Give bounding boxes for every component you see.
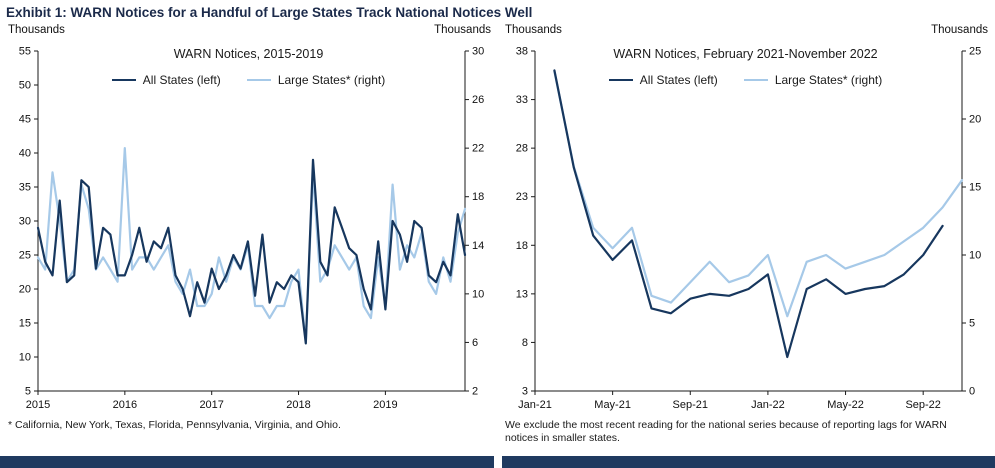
svg-text:23: 23 [516, 191, 528, 203]
svg-text:Jan-22: Jan-22 [751, 399, 785, 411]
chart-footnote: We exclude the most recent reading for t… [505, 419, 947, 445]
svg-text:25: 25 [969, 46, 981, 58]
svg-text:40: 40 [19, 148, 31, 160]
all-states-line-swatch [608, 79, 633, 81]
svg-text:May-21: May-21 [594, 399, 631, 411]
svg-text:26: 26 [472, 94, 484, 106]
svg-text:30: 30 [472, 46, 484, 58]
svg-text:25: 25 [19, 250, 31, 262]
legend-item-all-states: All States (left) [608, 73, 718, 87]
svg-text:55: 55 [19, 46, 31, 58]
svg-text:20: 20 [969, 114, 981, 126]
charts-row: Thousands Thousands WARN Notices, 2015-2… [0, 22, 995, 450]
chart-legend: All States (left) Large States* (right) [0, 73, 497, 87]
svg-text:2016: 2016 [113, 399, 137, 411]
chart-legend: All States (left) Large States* (right) [497, 73, 994, 87]
svg-text:13: 13 [516, 288, 528, 300]
svg-text:2015: 2015 [26, 399, 50, 411]
svg-text:5: 5 [969, 318, 975, 330]
right-axis-unit-label: Thousands [434, 24, 491, 36]
svg-text:15: 15 [19, 318, 31, 330]
svg-text:15: 15 [969, 182, 981, 194]
svg-text:6: 6 [472, 337, 478, 349]
legend-label-large-states: Large States* (right) [774, 73, 883, 87]
svg-text:14: 14 [472, 240, 484, 252]
svg-text:50: 50 [19, 80, 31, 92]
svg-text:0: 0 [969, 386, 975, 398]
chart-panel-2015-2019: Thousands Thousands WARN Notices, 2015-2… [0, 22, 497, 450]
svg-text:Sep-21: Sep-21 [673, 399, 708, 411]
chart-title: WARN Notices, February 2021-November 202… [613, 47, 878, 61]
svg-text:2018: 2018 [286, 399, 310, 411]
right-axis-unit-label: Thousands [931, 24, 988, 36]
svg-text:18: 18 [516, 240, 528, 252]
legend-label-large-states: Large States* (right) [277, 73, 386, 87]
svg-text:2: 2 [472, 386, 478, 398]
svg-text:2017: 2017 [199, 399, 223, 411]
svg-text:2019: 2019 [373, 399, 397, 411]
svg-text:Sep-22: Sep-22 [905, 399, 940, 411]
svg-text:20: 20 [19, 284, 31, 296]
svg-text:8: 8 [522, 337, 528, 349]
chart-title: WARN Notices, 2015-2019 [173, 47, 324, 61]
svg-text:22: 22 [472, 143, 484, 155]
plot-area: WARN Notices, February 2021-November 202… [497, 39, 994, 417]
left-axis-unit-label: Thousands [505, 24, 562, 36]
legend-label-all-states: All States (left) [639, 73, 718, 87]
svg-text:33: 33 [516, 94, 528, 106]
exhibit-title: Exhibit 1: WARN Notices for a Handful of… [6, 5, 533, 20]
svg-text:28: 28 [516, 143, 528, 155]
large-states-line-swatch [743, 79, 768, 81]
legend-label-all-states: All States (left) [142, 73, 221, 87]
bottom-divider-bars [0, 456, 995, 468]
svg-text:5: 5 [25, 386, 31, 398]
svg-text:10: 10 [969, 250, 981, 262]
svg-text:30: 30 [19, 216, 31, 228]
svg-text:38: 38 [516, 46, 528, 58]
svg-text:3: 3 [522, 386, 528, 398]
axis-unit-labels: Thousands Thousands [497, 22, 994, 39]
axis-unit-labels: Thousands Thousands [0, 22, 497, 39]
plot-area: WARN Notices, 2015-2019 All States (left… [0, 39, 497, 417]
svg-text:18: 18 [472, 191, 484, 203]
chart-footnote: * California, New York, Texas, Florida, … [8, 419, 341, 431]
svg-text:10: 10 [19, 352, 31, 364]
bottom-bar-left [0, 456, 494, 468]
legend-item-large-states: Large States* (right) [743, 73, 883, 87]
svg-text:Jan-21: Jan-21 [518, 399, 552, 411]
svg-text:35: 35 [19, 182, 31, 194]
chart-panel-2021-2022: Thousands Thousands WARN Notices, Februa… [497, 22, 994, 450]
large-states-line-swatch [246, 79, 271, 81]
svg-text:May-22: May-22 [827, 399, 864, 411]
all-states-line-swatch [111, 79, 136, 81]
left-axis-unit-label: Thousands [8, 24, 65, 36]
legend-item-all-states: All States (left) [111, 73, 221, 87]
legend-item-large-states: Large States* (right) [246, 73, 386, 87]
svg-text:45: 45 [19, 114, 31, 126]
svg-text:10: 10 [472, 288, 484, 300]
bottom-bar-right [501, 456, 995, 468]
